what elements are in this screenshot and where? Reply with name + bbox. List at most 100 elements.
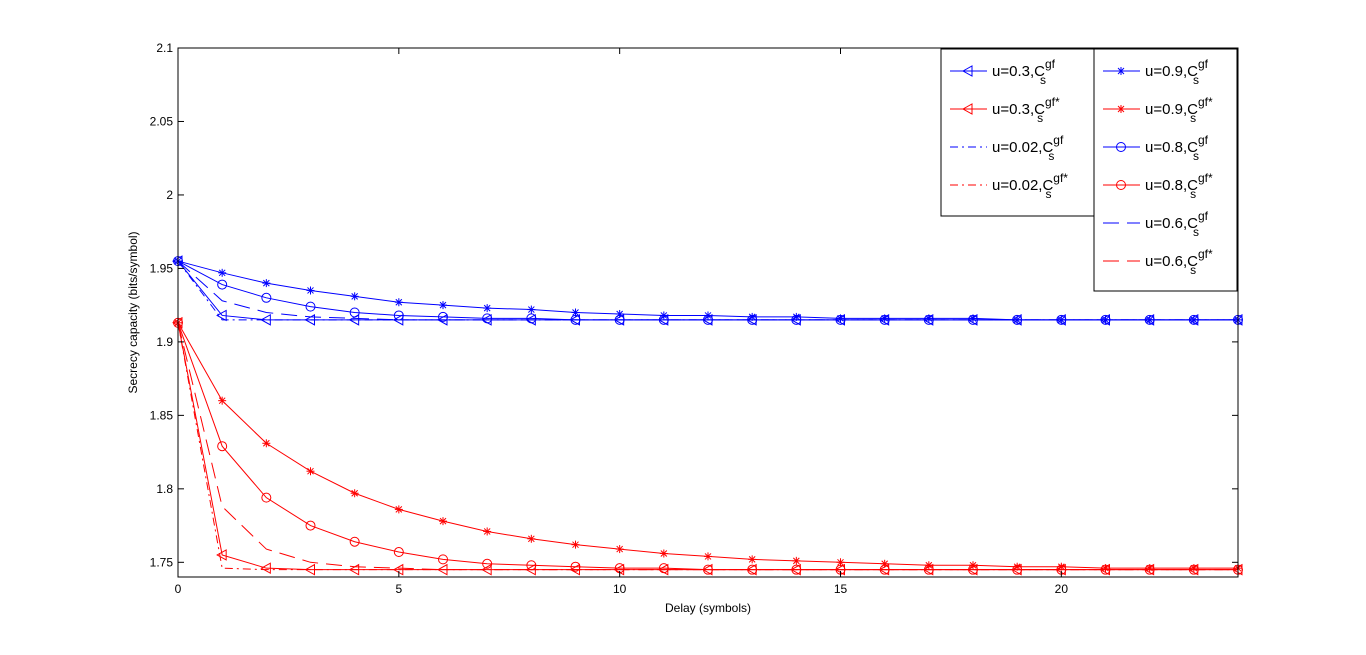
y-axis-label: Secrecy capacity (bits/symbol) — [126, 231, 140, 393]
y-tick-label: 1.9 — [156, 335, 173, 349]
triangle-marker — [260, 562, 271, 575]
y-tick-label: 1.75 — [150, 555, 174, 569]
y-tick-label: 1.8 — [156, 482, 173, 496]
legend-entry: u=0.02,Cgf s — [950, 133, 1064, 163]
series-line — [177, 322, 1238, 571]
star-stroke — [307, 467, 314, 475]
star-marker — [439, 517, 447, 526]
star-marker — [262, 279, 271, 288]
star-stroke — [483, 304, 491, 312]
star-marker — [306, 286, 315, 295]
star-stroke — [1117, 67, 1125, 75]
star-marker — [1145, 564, 1154, 573]
star-stroke — [351, 292, 359, 300]
circle-marker — [261, 292, 272, 303]
star-stroke — [660, 550, 668, 557]
legend-label: u=0.8,Cgf* s — [1145, 171, 1213, 201]
legend-label: u=0.02,Cgf* s — [992, 171, 1068, 201]
circle-marker — [393, 310, 404, 321]
star-stroke — [1146, 564, 1154, 572]
circle-marker — [305, 520, 316, 531]
star-stroke — [439, 517, 447, 525]
star-marker — [748, 555, 757, 564]
triangle-marker — [961, 65, 973, 77]
star-stroke — [1190, 564, 1198, 572]
star-stroke — [483, 528, 491, 535]
star-stroke — [616, 545, 624, 553]
star-stroke — [1102, 564, 1109, 572]
x-tick-label: 15 — [834, 582, 848, 596]
legend: u=0.3,Cgf s u=0.3,Cgf* s u=0.02,Cgf s u=0.02,C… — [940, 48, 1238, 292]
x-axis-label: Delay (symbols) — [665, 601, 751, 615]
star-stroke — [527, 535, 535, 543]
star-marker — [659, 549, 668, 558]
star-stroke — [395, 506, 403, 513]
legend-label: u=0.3,Cgf* s — [992, 95, 1060, 125]
legend-label: u=0.3,Cgf s — [992, 57, 1056, 87]
star-marker — [527, 305, 536, 314]
star-stroke — [792, 557, 800, 565]
legend-label: u=0.9,Cgf* s — [1145, 95, 1213, 125]
star-stroke — [748, 556, 756, 563]
circle-marker — [658, 563, 669, 574]
triangle-marker — [481, 563, 492, 576]
star-stroke — [218, 397, 226, 405]
circle-marker — [482, 313, 493, 324]
star-marker — [439, 301, 447, 310]
legend-entry: u=0.3,Cgf s — [950, 57, 1056, 87]
circle-marker — [438, 554, 448, 565]
plot-area: 0 5 10 15 20 1.75 1.8 1.85 1.9 1.95 2 2.05 2.1 — [150, 41, 1243, 596]
x-tick-label: 0 — [175, 582, 182, 596]
star-marker — [218, 268, 227, 277]
star-marker — [394, 505, 403, 514]
circle-marker — [1116, 142, 1126, 152]
star-stroke — [792, 313, 800, 321]
legend-entry: u=0.02,Cgf* s — [950, 171, 1068, 201]
star-stroke — [1057, 563, 1065, 571]
y-tick-label: 1.95 — [150, 261, 174, 275]
legend-box-0: u=0.3,Cgf s u=0.3,Cgf* s u=0.02,Cgf s u=0.02,C… — [940, 48, 1095, 217]
series-9 — [177, 322, 1238, 571]
circle-marker — [570, 561, 581, 572]
star-marker — [262, 439, 271, 448]
star-marker — [306, 467, 315, 476]
star-stroke — [527, 306, 535, 313]
circle-marker — [482, 558, 493, 569]
y-tick-label: 1.85 — [150, 408, 174, 422]
legend-label: u=0.6,Cgf s — [1145, 209, 1209, 239]
star-stroke — [881, 315, 889, 322]
x-tick-label: 10 — [613, 582, 627, 596]
star-stroke — [748, 313, 756, 321]
star-marker — [880, 314, 889, 323]
star-stroke — [262, 439, 270, 447]
legend-box-1: u=0.9,Cgf s u=0.9,Cgf* s u=0.8,Cgf s u=0.8,Cgf… — [1093, 48, 1238, 292]
star-stroke — [395, 298, 403, 306]
star-stroke — [925, 315, 933, 322]
legend-frame — [1093, 48, 1238, 292]
series-line — [177, 322, 1238, 571]
star-marker — [1117, 105, 1125, 113]
star-stroke — [262, 279, 270, 287]
star-marker — [924, 314, 933, 323]
star-marker — [483, 304, 492, 313]
star-marker — [571, 540, 580, 549]
star-marker — [218, 396, 227, 405]
star-marker — [704, 552, 712, 561]
legend-entry: u=0.6,Cgf* s — [1103, 247, 1213, 277]
star-stroke — [572, 309, 579, 316]
star-stroke — [1013, 563, 1021, 571]
circle-marker — [526, 313, 537, 324]
star-stroke — [439, 301, 447, 309]
star-marker — [969, 314, 977, 323]
legend-frame — [940, 48, 1095, 217]
x-tick-label: 5 — [395, 582, 402, 596]
star-marker — [483, 527, 492, 536]
series-8 — [177, 260, 1238, 321]
triangle-marker — [304, 563, 315, 576]
legend-label: u=0.02,Cgf s — [992, 133, 1064, 163]
star-stroke — [307, 287, 314, 294]
star-marker — [350, 489, 359, 498]
circle-marker — [1116, 180, 1126, 190]
